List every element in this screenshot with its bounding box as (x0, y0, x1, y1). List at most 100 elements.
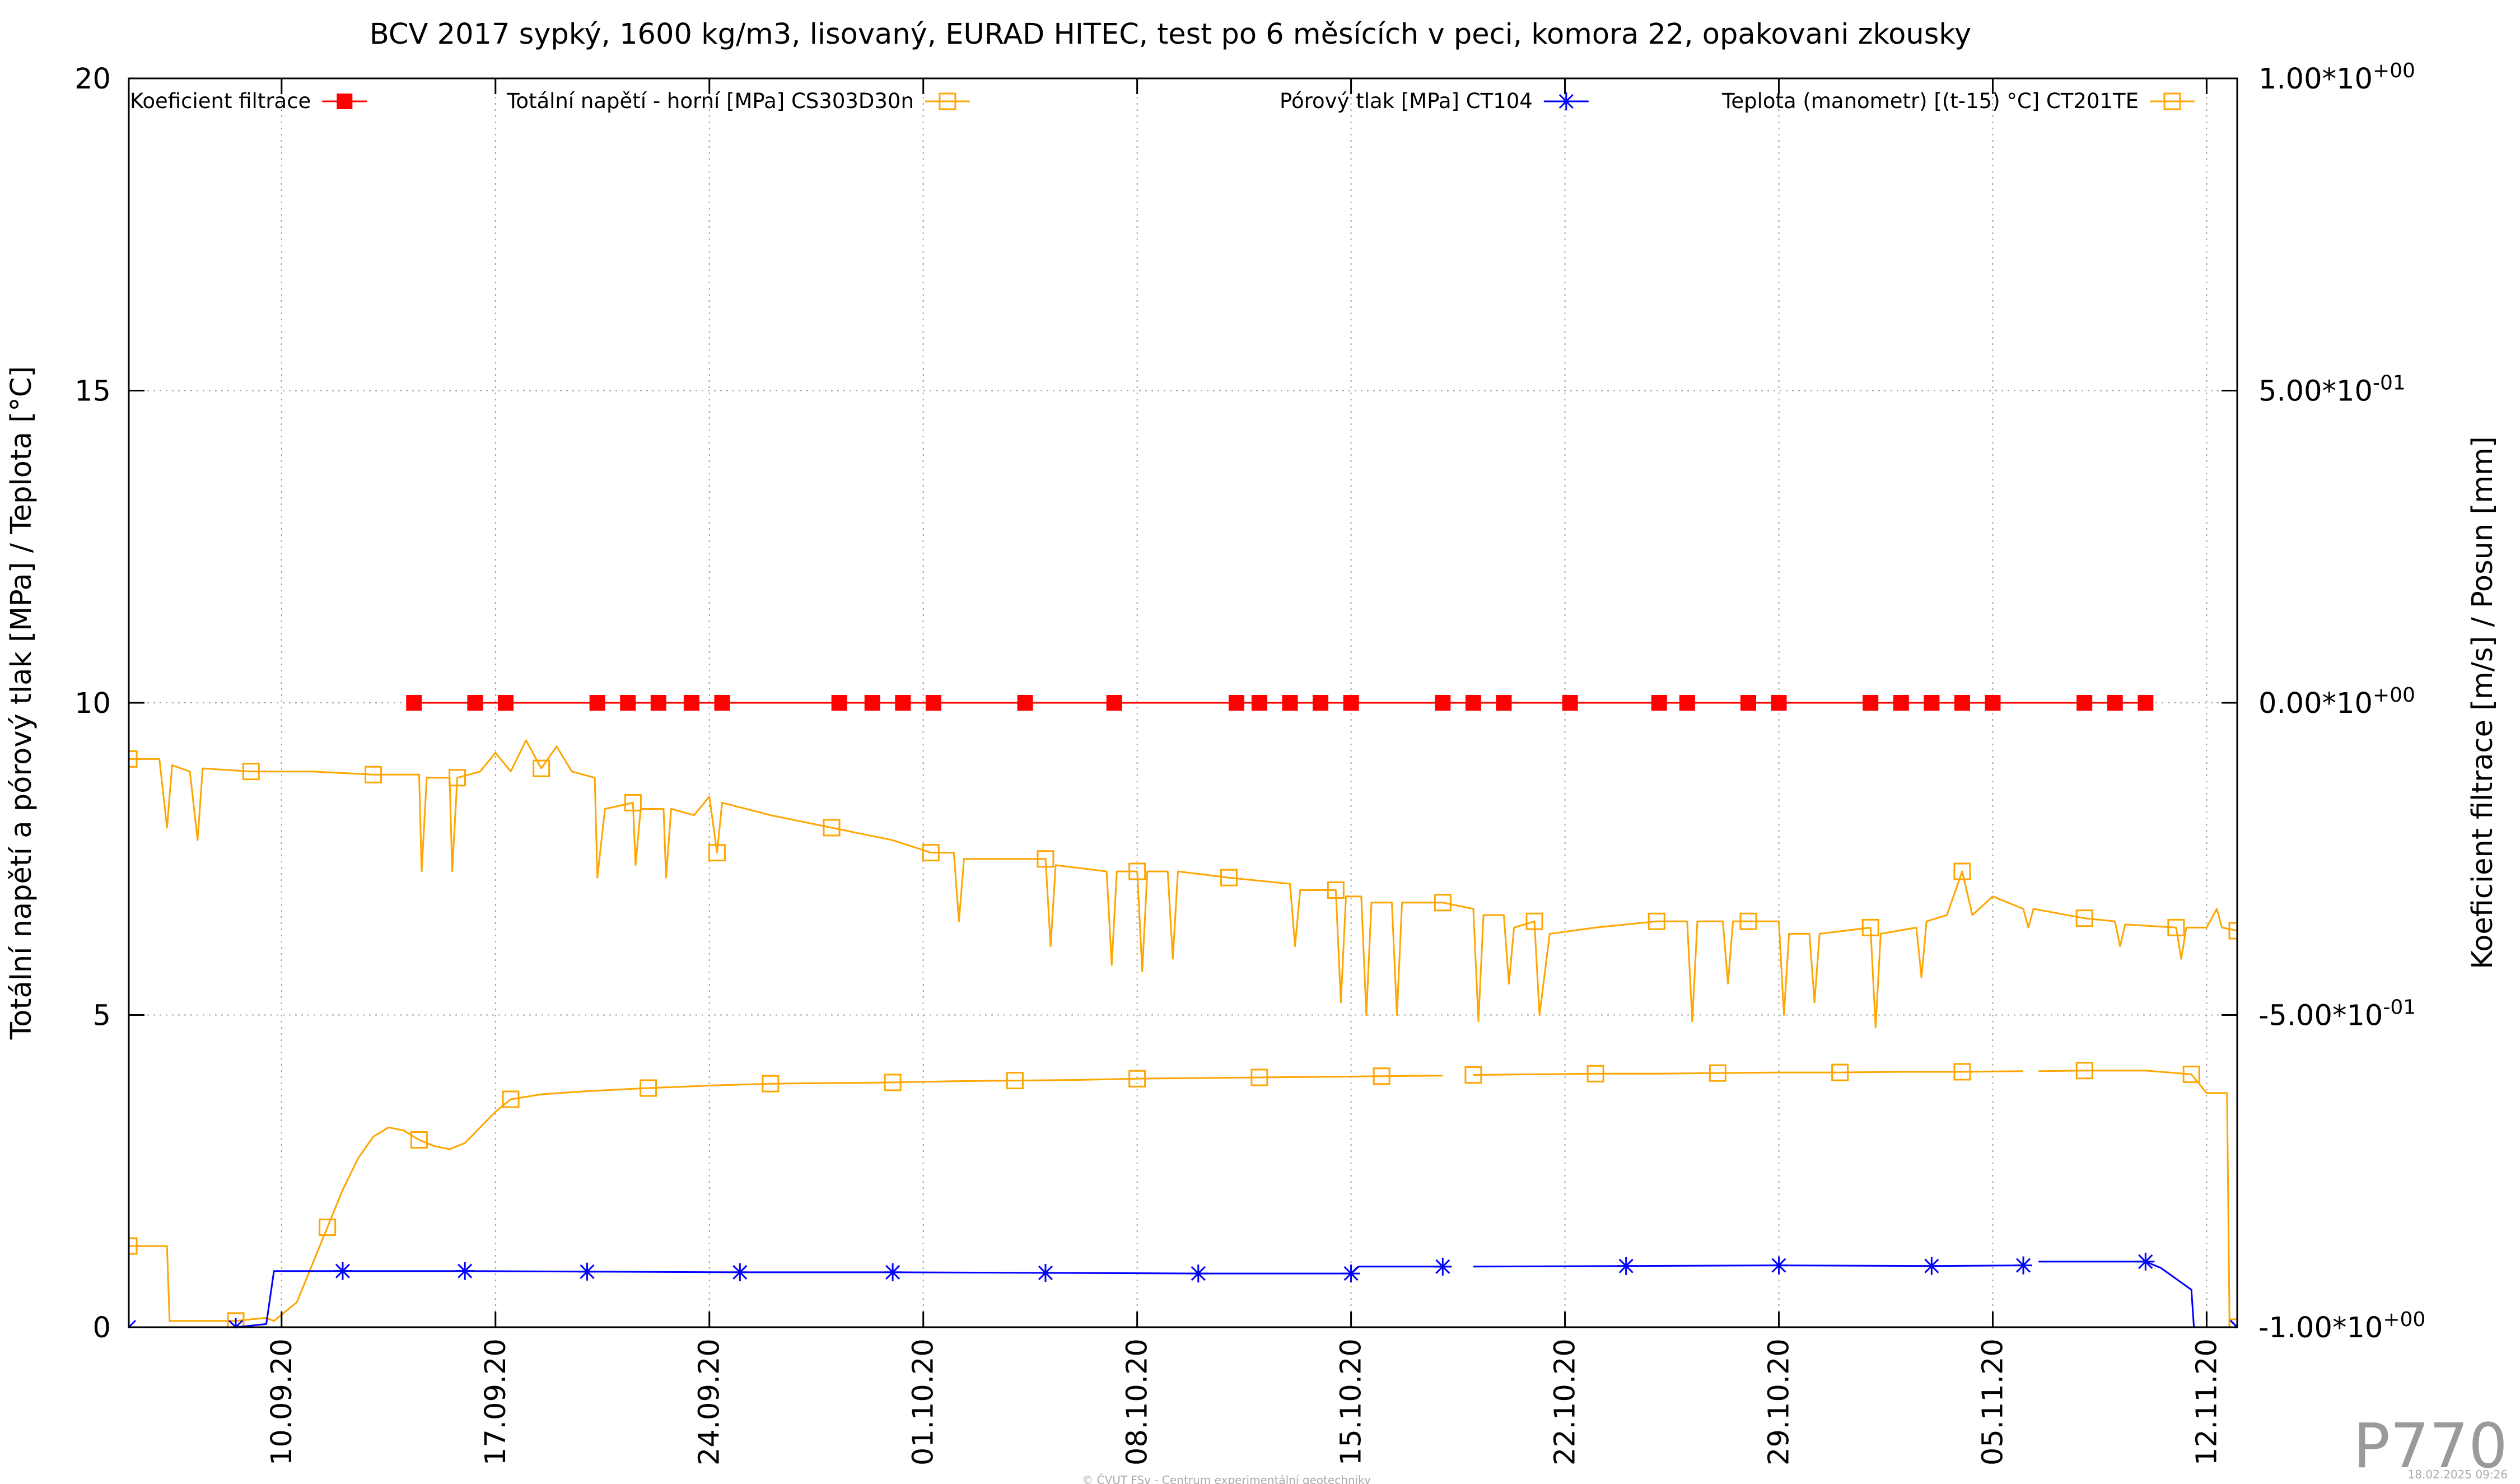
data-point (227, 1312, 245, 1328)
legend-item: Koeficient filtrace (130, 89, 367, 113)
data-point (1831, 1063, 1849, 1081)
data-point (1770, 1256, 1788, 1275)
legend-item: Pórový tlak [MPa] CT104 (1280, 89, 1589, 113)
data-point (1037, 850, 1054, 868)
x-tick-label: 17.09.20 (479, 1338, 512, 1466)
y-left-tick-label: 5 (93, 1000, 111, 1033)
data-point (1251, 695, 1267, 711)
data-point (1342, 1264, 1360, 1283)
data-point (884, 1263, 902, 1281)
data-point (1985, 695, 2001, 711)
data-point (2075, 909, 2093, 927)
series-0 (406, 695, 2154, 711)
legend-swatch-marker (1557, 92, 1575, 110)
data-point (864, 695, 880, 711)
data-point (1220, 869, 1238, 886)
data-point (578, 1262, 596, 1281)
data-point (1434, 1257, 1452, 1276)
data-point (1861, 918, 1879, 936)
data-point (2138, 695, 2154, 711)
legend-label: Pórový tlak [MPa] CT104 (1280, 89, 1533, 113)
data-point (129, 1237, 138, 1255)
legend-label: Teplota (manometr) [(t-15) °C] CT201TE (1721, 89, 2139, 113)
data-point (1648, 912, 1665, 930)
legend-swatch-marker (939, 92, 956, 110)
data-point (1313, 695, 1329, 711)
legend-label: Totální napětí - horní [MPa] CS303D30n (506, 89, 914, 113)
data-point (1740, 695, 1756, 711)
x-tick-label: 22.10.20 (1549, 1338, 1582, 1466)
data-point (1250, 1068, 1268, 1086)
data-point (1863, 695, 1879, 711)
series-line (129, 739, 2237, 1029)
data-point (1373, 1067, 1390, 1085)
data-point (1006, 1072, 1024, 1090)
y-right-tick-label: 5.00*10-01 (2258, 372, 2406, 408)
data-point (1282, 695, 1298, 711)
y-left-tick-label: 20 (74, 63, 111, 96)
credit-label: © ČVUT FSv - Centrum experimentální geot… (1082, 1473, 1371, 1484)
legend-item: Totální napětí - horní [MPa] CS303D30n (506, 89, 970, 113)
data-point (624, 794, 642, 811)
y-axis-right-label: Koeficient filtrace [m/s] / Posun [mm] (2466, 436, 2499, 969)
data-point (2228, 922, 2237, 940)
x-tick-label: 01.10.20 (907, 1338, 940, 1466)
data-point (683, 695, 699, 711)
data-point (1017, 695, 1033, 711)
data-point (319, 1219, 337, 1236)
data-point (762, 1075, 780, 1093)
data-point (2014, 1256, 2033, 1275)
y-left-tick-label: 10 (74, 687, 111, 720)
data-point (1435, 695, 1451, 711)
data-point (365, 766, 382, 783)
data-point (333, 1262, 352, 1280)
data-point (640, 1079, 657, 1097)
data-point (1562, 695, 1578, 711)
data-point (1525, 912, 1543, 930)
x-tick-label: 29.10.20 (1763, 1338, 1796, 1466)
data-point (456, 1262, 474, 1280)
data-point (925, 695, 941, 711)
data-point (533, 759, 550, 777)
plot-area (129, 695, 2237, 1328)
data-point (410, 1131, 428, 1149)
y-right-tick-label: 1.00*10+00 (2258, 59, 2415, 96)
data-point (1771, 695, 1787, 711)
data-point (1496, 695, 1512, 711)
data-point (650, 695, 666, 711)
data-point (1465, 695, 1481, 711)
y-left-tick-label: 0 (93, 1312, 111, 1345)
data-point (589, 695, 605, 711)
data-point (502, 1090, 520, 1108)
data-point (1464, 1066, 1482, 1084)
data-point (1106, 695, 1122, 711)
x-tick-label: 15.10.20 (1335, 1338, 1368, 1466)
data-point (1922, 1257, 1941, 1275)
data-point (1586, 1065, 1604, 1082)
chart-title: BCV 2017 sypký, 1600 kg/m3, lisovaný, EU… (370, 18, 1971, 51)
data-point (129, 750, 138, 768)
series-line (129, 1070, 2237, 1328)
data-point (1679, 695, 1695, 711)
data-point (1128, 1070, 1146, 1088)
x-tick-label: 05.11.20 (1976, 1338, 2009, 1466)
data-point (467, 695, 483, 711)
data-point (714, 695, 730, 711)
series-2 (129, 1252, 2237, 1328)
data-point (497, 695, 514, 711)
y-left-tick-label: 15 (74, 375, 111, 408)
y-right-tick-label: -1.00*10+00 (2258, 1308, 2425, 1345)
legend-item: Teplota (manometr) [(t-15) °C] CT201TE (1721, 89, 2195, 113)
x-tick-label: 10.09.20 (265, 1338, 298, 1466)
x-tick-label: 24.09.20 (693, 1338, 726, 1466)
data-point (922, 844, 940, 862)
data-point (1327, 881, 1345, 899)
y-right-tick-label: -5.00*10-01 (2258, 996, 2416, 1033)
data-point (242, 763, 260, 781)
legend-label: Koeficient filtrace (130, 89, 311, 113)
data-point (2167, 918, 2185, 936)
data-point (449, 769, 466, 787)
data-point (1036, 1264, 1054, 1282)
data-point (884, 1074, 902, 1091)
data-point (1893, 695, 1909, 711)
